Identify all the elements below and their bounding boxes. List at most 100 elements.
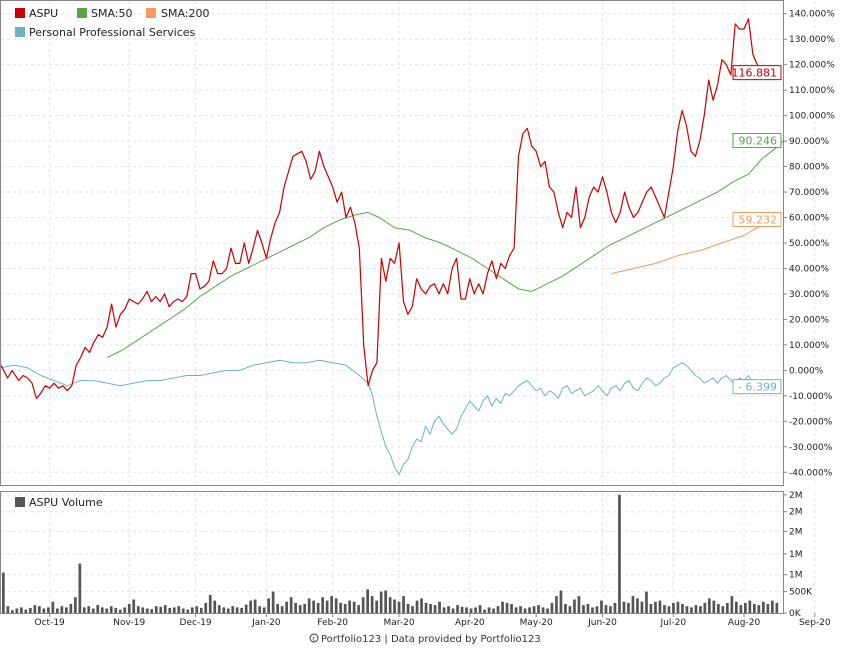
- volume-bar: [195, 606, 199, 613]
- volume-bar: [609, 606, 612, 613]
- volume-bar: [658, 600, 662, 613]
- volume-bar: [65, 607, 68, 613]
- volume-bar: [109, 606, 113, 613]
- volume-bar: [613, 602, 617, 613]
- x-tick-label: Feb-20: [317, 618, 348, 628]
- volume-bar: [694, 605, 698, 613]
- price-y-tick-label: 90.000%: [789, 137, 829, 147]
- volume-bar: [717, 604, 720, 613]
- volume-bar: [6, 606, 10, 613]
- volume-bar: [204, 602, 208, 613]
- price-series-layer: [0, 18, 785, 476]
- volume-bar: [56, 608, 59, 613]
- volume-bar: [528, 607, 531, 613]
- volume-bar: [415, 600, 419, 613]
- price-y-tick-label: 120.000%: [789, 61, 835, 71]
- volume-bar: [244, 604, 248, 613]
- price-grid: [1, 1, 816, 485]
- legend-swatch-sector: [15, 27, 25, 37]
- x-tick-label: May-20: [520, 618, 553, 628]
- volume-bar: [231, 606, 235, 613]
- volume-bar: [222, 607, 226, 613]
- volume-bar: [11, 610, 14, 613]
- legend-swatch-aspu: [15, 8, 25, 18]
- volume-bar: [681, 604, 684, 613]
- volume-bar: [730, 596, 734, 613]
- volume-bar: [298, 605, 302, 613]
- volume-bar: [762, 601, 765, 613]
- volume-legend-swatch: [15, 497, 25, 507]
- volume-bar: [505, 602, 509, 613]
- price-y-tick-label: 110.000%: [789, 86, 835, 96]
- volume-bar: [496, 606, 500, 613]
- volume-bar: [564, 604, 567, 613]
- volume-bar: [339, 602, 342, 613]
- volume-bar: [123, 607, 127, 613]
- volume-bar: [577, 596, 581, 613]
- volume-bar: [127, 604, 131, 613]
- volume-bar: [393, 599, 396, 613]
- volume-bar: [168, 607, 172, 613]
- legend-label-sector: Personal Professional Services: [29, 26, 196, 39]
- volume-bar: [775, 602, 779, 613]
- end-label-box: [732, 379, 782, 395]
- volume-y-tick-label: 2M: [789, 491, 803, 501]
- volume-bar: [172, 607, 176, 613]
- legend-swatch-sma50: [77, 8, 87, 18]
- volume-y-axis: 2M 2M 2M 1M 1M 500K 0K: [783, 491, 813, 619]
- volume-bar: [303, 604, 306, 613]
- volume-bar: [766, 604, 770, 613]
- volume-bar: [334, 598, 338, 613]
- series-line-sma-200: [611, 219, 776, 275]
- volume-bar: [87, 606, 91, 613]
- volume-bar: [492, 608, 495, 613]
- volume-bar: [460, 606, 464, 613]
- x-tick-label: Jun-20: [587, 618, 617, 628]
- volume-bar: [60, 606, 64, 613]
- volume-bar: [487, 607, 491, 613]
- volume-bar: [465, 607, 468, 613]
- volume-bar: [433, 605, 437, 613]
- price-y-tick-label: 40.000%: [789, 264, 829, 274]
- end-labels-layer: 116.881 90.246 59.232 - 6.399: [732, 65, 782, 395]
- volume-bar: [712, 600, 716, 613]
- volume-bar: [451, 608, 455, 613]
- end-label-box: [732, 65, 782, 81]
- volume-bar: [622, 601, 626, 613]
- x-tick-label: Jul-20: [659, 618, 686, 628]
- volume-bar: [739, 605, 743, 613]
- volume-bar: [726, 602, 729, 613]
- volume-bar: [267, 598, 270, 613]
- volume-bar: [703, 602, 707, 613]
- volume-bar: [600, 600, 603, 613]
- volume-bar: [582, 605, 585, 613]
- volume-bar: [375, 600, 378, 613]
- volume-bar: [442, 607, 446, 613]
- volume-bar: [118, 609, 122, 613]
- volume-bar: [411, 606, 414, 613]
- volume-bar: [663, 605, 666, 613]
- volume-bar: [33, 605, 37, 613]
- volume-bar: [208, 595, 212, 613]
- legend-label-sma50: SMA:50: [91, 7, 133, 20]
- volume-bar: [370, 596, 374, 613]
- volume-bar: [640, 601, 644, 613]
- volume-bar: [438, 601, 441, 613]
- volume-bar: [744, 602, 747, 613]
- price-y-tick-label: 20.000%: [789, 315, 829, 325]
- volume-legend-label: ASPU Volume: [29, 496, 103, 509]
- volume-bar: [546, 608, 549, 613]
- volume-bar: [595, 606, 599, 613]
- volume-bar: [649, 604, 653, 613]
- volume-bar: [559, 590, 563, 613]
- volume-bar: [82, 607, 86, 613]
- volume-bar: [757, 605, 761, 613]
- volume-bar: [132, 599, 136, 613]
- volume-bar: [150, 609, 154, 613]
- volume-bar: [271, 591, 275, 613]
- volume-y-tick-label: 500K: [789, 588, 813, 598]
- volume-bar: [672, 602, 675, 613]
- volume-bar: [262, 607, 266, 613]
